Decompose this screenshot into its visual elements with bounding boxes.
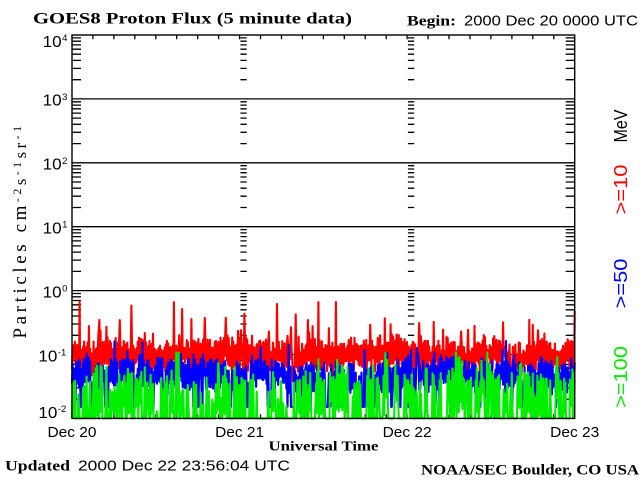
svg-text:10: 10 <box>43 34 62 51</box>
svg-text:1: 1 <box>62 220 67 231</box>
svg-text:10: 10 <box>43 221 62 238</box>
svg-text:2: 2 <box>62 156 67 167</box>
svg-text:MeV: MeV <box>610 109 631 143</box>
svg-text:Dec 20: Dec 20 <box>48 424 97 441</box>
svg-text:10: 10 <box>38 405 57 422</box>
svg-text:10: 10 <box>38 348 57 365</box>
svg-text:Particles cm-2s-1sr-1: Particles cm-2s-1sr-1 <box>10 122 31 338</box>
svg-text:>=100: >=100 <box>610 346 631 408</box>
svg-text:2000 Dec 20 0000 UTC: 2000 Dec 20 0000 UTC <box>464 13 638 30</box>
svg-text:Universal Time: Universal Time <box>269 439 379 454</box>
svg-text:0: 0 <box>62 284 67 295</box>
svg-text:Updated: Updated <box>5 459 71 475</box>
svg-text:NOAA/SEC Boulder, CO USA: NOAA/SEC Boulder, CO USA <box>421 463 639 479</box>
svg-text:10: 10 <box>43 93 62 110</box>
svg-text:2000 Dec 22 23:56:04 UTC: 2000 Dec 22 23:56:04 UTC <box>78 458 290 475</box>
svg-text:Dec 23: Dec 23 <box>550 424 599 441</box>
svg-text:10: 10 <box>43 157 62 174</box>
svg-text:-1: -1 <box>58 348 66 359</box>
svg-text:Dec 22: Dec 22 <box>383 424 432 441</box>
svg-text:Dec 21: Dec 21 <box>215 424 264 441</box>
svg-text:>=10: >=10 <box>610 165 631 215</box>
svg-text:10: 10 <box>43 284 62 301</box>
svg-text:>=50: >=50 <box>610 259 631 309</box>
svg-text:3: 3 <box>62 92 67 103</box>
svg-text:GOES8 Proton Flux (5 minute da: GOES8 Proton Flux (5 minute data) <box>33 11 352 28</box>
svg-text:4: 4 <box>62 33 67 44</box>
svg-text:-2: -2 <box>58 404 66 415</box>
svg-text:Begin:: Begin: <box>407 14 456 30</box>
